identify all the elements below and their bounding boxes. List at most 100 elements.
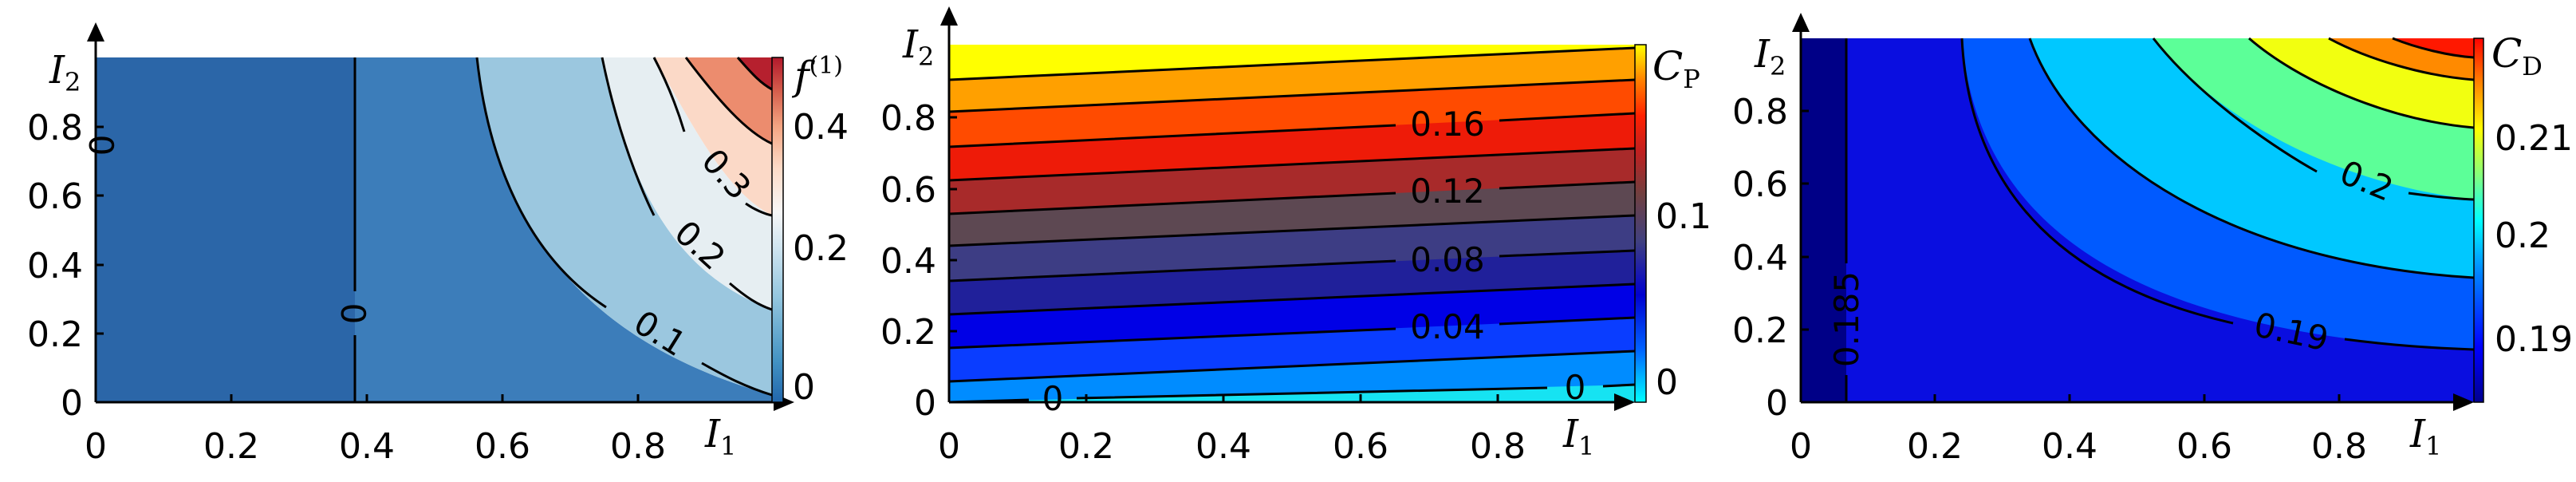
cd-ytick-label-4: 0.8 [1732, 92, 1788, 132]
cp-contour-lines [948, 46, 1636, 404]
cd-contour-line-0.2 [2152, 38, 2475, 201]
f1-ytick-label-2: 0.4 [27, 246, 83, 286]
cd-tick-labels: 0 0.2 0.4 0.6 0.8 0 0.2 0.4 0.6 0.8 [1732, 92, 2367, 467]
cd-ytick-label-1: 0.2 [1732, 310, 1788, 351]
panel-cd: 0.185 0.19 0.2 0 0.2 0.4 0.6 0.8 0 [1732, 13, 2573, 467]
cp-contour-label-0.08: 0.08 [1410, 240, 1485, 279]
cp-contour-line-9 [948, 316, 1636, 350]
cp-contour-line-5 [948, 180, 1636, 215]
cd-xlabel-main: I [2409, 412, 2426, 456]
cd-ylabel-main: I [1754, 32, 1771, 77]
f1-fill-region-6 [686, 57, 772, 144]
f1-ylabel: I2 [49, 48, 81, 97]
cp-contour-line-10 [948, 350, 1636, 383]
cd-ytick-label-2: 0.4 [1732, 238, 1788, 279]
f1-cbtick-label-1: 0.2 [793, 228, 849, 269]
cp-colorbar-title-sub: P [1683, 64, 1700, 94]
cp-ylabel-main: I [902, 22, 919, 67]
f1-xlabel-sub: 1 [720, 431, 736, 461]
cp-ylabel-sub: 2 [918, 41, 934, 72]
cd-colorbar-title-sub: D [2522, 51, 2543, 81]
cd-ylabel: I2 [1754, 32, 1786, 81]
f1-fill-region-5 [654, 57, 772, 215]
cd-xtick-label-2: 0.4 [2042, 426, 2097, 467]
cp-ytick-label-1: 0.2 [880, 312, 936, 353]
f1-ylabel-sub: 2 [65, 67, 81, 97]
cp-y-axis-arrow [940, 6, 958, 26]
cp-xtick-label-3: 0.6 [1333, 426, 1388, 467]
cd-ytick-label-0: 0 [1766, 383, 1788, 424]
cp-ytick-label-2: 0.4 [880, 241, 936, 282]
cp-contour-line-6 [948, 214, 1636, 247]
cp-colorbar-title: CP [1652, 43, 1700, 94]
cp-ylabel: I2 [902, 22, 934, 72]
f1-xlabel: I1 [704, 412, 736, 461]
cp-contour-label-0-left: 0 [1042, 379, 1064, 418]
cd-colorbar-title: CD [2491, 30, 2543, 81]
cd-xlabel-sub: 1 [2425, 431, 2441, 461]
f1-contour-line-0.1 [475, 57, 773, 397]
cp-colorbar-title-main: C [1652, 43, 1683, 89]
cp-contour-line-2 [948, 78, 1636, 113]
cp-x-axis-arrow [1614, 393, 1635, 411]
f1-fill-region-4 [602, 57, 772, 310]
cd-contour-line-0.215 [2392, 37, 2475, 59]
f1-contour-line-0.4 [684, 57, 773, 145]
cd-cbtick-label-1: 0.2 [2495, 215, 2550, 256]
cd-cbtick-label-0: 0.19 [2495, 319, 2573, 360]
f1-xtick-label-2: 0.4 [339, 426, 395, 467]
cd-contour-line-0.205 [2248, 37, 2475, 129]
f1-colorbar-rect [771, 57, 784, 403]
panel-cp: 0 0 0.04 0.08 0.12 0.16 0 0.2 0.4 0 [880, 6, 1711, 467]
f1-tick-labels: 0 0.2 0.4 0.6 0.8 0 0.2 0.4 0.6 0.8 [27, 108, 666, 467]
cd-xtick-label-3: 0.6 [2176, 426, 2232, 467]
f1-contour-line-0.2 [601, 57, 773, 311]
f1-cbtick-label-2: 0.4 [793, 107, 849, 148]
cp-xtick-label-0: 0 [938, 426, 960, 467]
f1-ytick-label-0: 0 [61, 383, 83, 424]
cd-contour-line-0.19 [1960, 38, 2475, 351]
f1-ytick-label-3: 0.6 [27, 176, 83, 217]
panel-cd-fills [1801, 38, 2474, 402]
f1-fill-region-3 [477, 57, 772, 395]
cd-contour-lines [1845, 37, 2475, 402]
f1-colorbar: f(1) 0 0.2 0.4 [771, 52, 849, 408]
cp-xtick-label-2: 0.4 [1195, 426, 1251, 467]
f1-contour-label-0-mid: 0 [333, 303, 372, 325]
f1-axes [87, 22, 794, 411]
cd-contour-line-0.21 [2328, 37, 2475, 81]
f1-xtick-label-4: 0.8 [610, 426, 666, 467]
f1-xtick-label-3: 0.6 [475, 426, 530, 467]
cp-axes [940, 6, 1635, 411]
cd-y-axis-arrow [1792, 13, 1810, 32]
cp-colorbar: CP 0 0.1 [1634, 43, 1711, 403]
cp-contour-labels: 0 0 0.04 0.08 0.12 0.16 [1042, 105, 1586, 418]
panel-cp-fills [949, 45, 1635, 402]
f1-ylabel-main: I [49, 48, 65, 93]
cd-colorbar-rect [2473, 38, 2484, 403]
cp-ytick-label-3: 0.6 [880, 170, 936, 211]
cp-contour-line-7 [948, 249, 1636, 282]
f1-contour-line-0.45 [736, 57, 773, 91]
cp-xlabel-main: I [1562, 412, 1579, 456]
cd-xtick-label-0: 0 [1790, 426, 1812, 467]
cp-contour-label-0-right: 0 [1565, 368, 1586, 407]
cd-ylabel-sub: 2 [1770, 51, 1786, 81]
cd-axes [1792, 13, 2474, 411]
cp-contour-line-3 [948, 112, 1636, 148]
cd-x-axis-arrow [2453, 393, 2474, 411]
cp-contour-label-0.04: 0.04 [1410, 307, 1485, 346]
cd-xtick-label-4: 0.8 [2311, 426, 2367, 467]
f1-colorbar-title-sup: (1) [809, 52, 844, 80]
f1-xlabel-main: I [704, 412, 721, 456]
panel-f1: 0 0 0.1 0.2 0.3 0 0.2 0.4 0.6 0.8 [27, 22, 849, 467]
cd-colorbar-title-main: C [2491, 30, 2522, 77]
cp-xtick-label-4: 0.8 [1470, 426, 1526, 467]
cd-xtick-label-1: 0.2 [1907, 426, 1963, 467]
cp-xlabel-sub: 1 [1578, 431, 1594, 461]
cp-cbtick-label-1: 0.1 [1656, 196, 1711, 237]
cp-contour-line-4 [948, 147, 1636, 182]
cp-cbtick-label-0: 0 [1656, 362, 1678, 403]
f1-y-axis-arrow [87, 22, 104, 41]
